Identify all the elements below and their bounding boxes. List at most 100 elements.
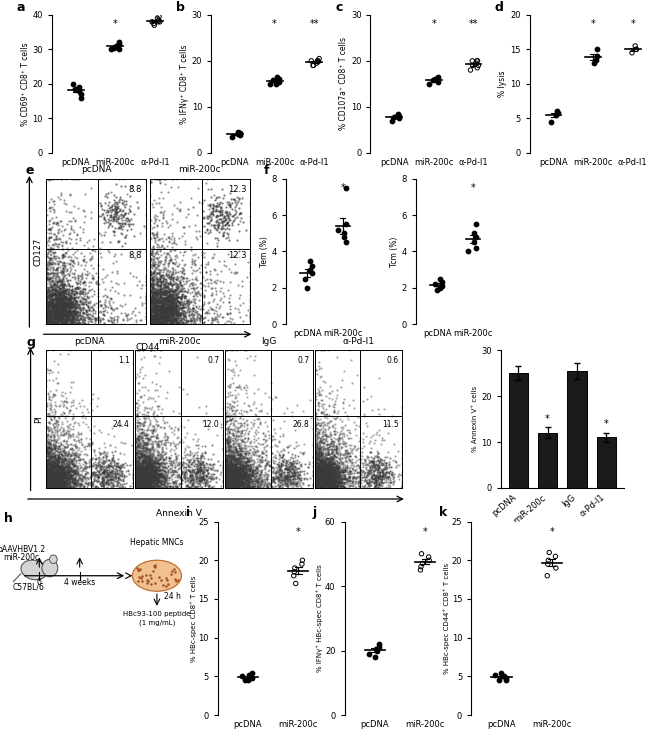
Point (155, 471, 166, 483)
Point (159, 472, 169, 484)
Point (144, 479, 155, 491)
Point (227, 428, 238, 440)
Point (46, 479, 56, 491)
Point (232, 456, 242, 468)
Point (153, 284, 164, 296)
Point (138, 426, 148, 438)
Point (46, 285, 56, 297)
Point (153, 477, 163, 489)
Point (140, 470, 151, 482)
Point (120, 481, 131, 493)
Point (193, 464, 203, 476)
Point (168, 296, 178, 308)
Point (50, 246, 60, 258)
Point (311, 453, 322, 465)
Point (162, 300, 172, 312)
Point (222, 478, 232, 489)
Point (52, 475, 62, 486)
Point (53, 317, 63, 329)
Point (47, 254, 57, 266)
Point (145, 308, 155, 320)
Point (314, 479, 324, 491)
Point (111, 255, 121, 267)
Point (75, 295, 85, 307)
Point (209, 313, 219, 325)
Point (172, 308, 183, 320)
Point (208, 473, 218, 485)
Point (227, 452, 237, 464)
Point (324, 460, 334, 472)
Point (153, 476, 163, 488)
Point (195, 314, 205, 326)
Point (139, 438, 150, 450)
Point (289, 472, 300, 484)
Point (85, 471, 96, 483)
Point (162, 474, 172, 486)
Point (55, 481, 66, 492)
Point (230, 459, 240, 471)
Point (226, 316, 236, 328)
Point (226, 481, 236, 493)
Point (280, 472, 291, 484)
Point (50, 303, 60, 315)
Point (65, 295, 75, 307)
Point (222, 463, 232, 475)
Point (227, 473, 237, 485)
Point (40, 480, 51, 492)
Point (88, 466, 99, 478)
Point (347, 475, 358, 486)
Point (56, 485, 66, 497)
Point (230, 467, 240, 479)
Point (248, 448, 259, 460)
Point (164, 472, 174, 484)
Point (326, 481, 336, 492)
Point (207, 317, 217, 329)
Point (68, 420, 79, 432)
Point (228, 467, 239, 479)
Point (222, 227, 233, 239)
Point (328, 444, 338, 456)
Point (91, 462, 101, 474)
Point (173, 458, 183, 470)
Point (311, 419, 321, 431)
Point (329, 428, 339, 440)
Point (137, 474, 148, 486)
Point (53, 315, 63, 327)
Point (58, 298, 68, 310)
Point (154, 313, 164, 325)
Point (225, 450, 235, 462)
Point (159, 468, 170, 480)
Point (200, 446, 211, 457)
Point (57, 298, 68, 310)
Point (51, 238, 61, 250)
Point (344, 472, 354, 484)
Point (205, 458, 215, 470)
Point (368, 429, 378, 441)
Point (90, 456, 100, 468)
Point (318, 473, 329, 485)
Point (139, 456, 150, 468)
Point (276, 458, 287, 470)
Point (61, 313, 72, 325)
Point (373, 454, 384, 466)
Point (45, 215, 55, 226)
Point (316, 470, 326, 482)
Point (150, 302, 160, 314)
Point (318, 457, 329, 469)
Point (47, 252, 58, 264)
Point (334, 482, 345, 494)
Point (157, 467, 167, 479)
Point (335, 482, 345, 494)
Point (157, 309, 168, 321)
Point (324, 441, 334, 453)
Point (168, 312, 179, 324)
Point (62, 455, 72, 467)
Point (244, 478, 255, 489)
Point (231, 451, 242, 463)
Point (84, 460, 95, 472)
Point (315, 469, 326, 481)
Point (216, 213, 226, 225)
Point (49, 310, 59, 322)
Point (220, 468, 231, 480)
Point (312, 437, 322, 448)
